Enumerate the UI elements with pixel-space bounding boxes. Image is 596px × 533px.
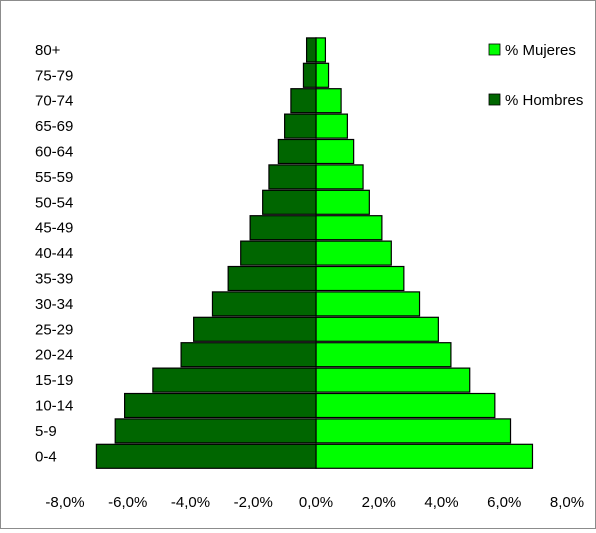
bar-hombres-70-74: [290, 88, 317, 114]
legend-label: % Hombres: [505, 92, 583, 109]
bar-hombres-25-29: [193, 316, 317, 342]
y-tick-label: 60-64: [35, 144, 73, 161]
y-tick-label: 55-59: [35, 169, 73, 186]
bar-mujeres-80+: [315, 37, 327, 63]
bar-hombres-0-4: [95, 443, 317, 469]
bar-hombres-65-69: [284, 113, 317, 139]
bar-hombres-80+: [305, 37, 317, 63]
bar-mujeres-60-64: [315, 138, 355, 165]
x-tick-label: 2,0%: [362, 494, 396, 511]
bar-hombres-5-9: [114, 418, 317, 444]
y-tick-label: 0-4: [35, 448, 57, 465]
bar-hombres-60-64: [277, 138, 317, 165]
y-tick-label: 70-74: [35, 93, 73, 110]
bar-mujeres-0-4: [315, 443, 534, 469]
y-tick-label: 50-54: [35, 194, 73, 211]
y-tick-label: 80+: [35, 42, 61, 59]
y-tick-label: 75-79: [35, 67, 73, 84]
bar-mujeres-45-49: [315, 215, 383, 241]
bar-hombres-20-24: [180, 342, 317, 368]
bar-mujeres-50-54: [315, 189, 370, 215]
bar-hombres-35-39: [227, 265, 317, 292]
bar-mujeres-10-14: [315, 392, 496, 419]
bars-group: [95, 37, 534, 469]
y-tick-label: 45-49: [35, 220, 73, 237]
bar-mujeres-35-39: [315, 265, 405, 292]
x-tick-label: -6,0%: [108, 494, 147, 511]
legend-swatch: [488, 93, 501, 106]
bar-mujeres-30-34: [315, 291, 421, 317]
bar-mujeres-15-19: [315, 367, 471, 393]
x-axis-tick-labels: -8,0% -6,0% -4,0% -2,0% 0,0% 2,0% 4,0% 6,0% 8,0%: [45, 494, 584, 511]
y-tick-label: 35-39: [35, 271, 73, 288]
x-tick-label: 8,0%: [550, 494, 584, 511]
x-tick-label: 4,0%: [424, 494, 458, 511]
y-tick-label: 40-44: [35, 245, 73, 262]
y-tick-label: 20-24: [35, 347, 73, 364]
x-tick-label: -2,0%: [234, 494, 273, 511]
y-tick-label: 65-69: [35, 118, 73, 135]
bar-mujeres-40-44: [315, 240, 392, 266]
legend-swatch: [488, 43, 501, 56]
y-tick-label: 5-9: [35, 423, 57, 440]
bar-mujeres-65-69: [315, 113, 348, 139]
bar-mujeres-25-29: [315, 316, 439, 342]
y-tick-label: 10-14: [35, 398, 73, 415]
y-tick-label: 30-34: [35, 296, 73, 313]
bar-hombres-45-49: [249, 215, 317, 241]
bar-mujeres-20-24: [315, 342, 452, 368]
y-axis-tick-labels: 0-4 5-9 10-14 15-19 20-24 25-29 30-34 35-39 40-4…: [35, 42, 73, 465]
bar-hombres-75-79: [302, 62, 317, 88]
legend-label: % Mujeres: [505, 42, 576, 59]
bar-mujeres-75-79: [315, 62, 330, 88]
bar-hombres-10-14: [124, 392, 317, 419]
bar-hombres-50-54: [262, 189, 317, 215]
bar-hombres-40-44: [240, 240, 317, 266]
bar-hombres-30-34: [211, 291, 317, 317]
bar-mujeres-55-59: [315, 164, 364, 190]
x-tick-label: -4,0%: [171, 494, 210, 511]
bar-mujeres-70-74: [315, 88, 342, 114]
bar-hombres-15-19: [152, 367, 317, 393]
x-tick-label: 0,0%: [299, 494, 333, 511]
x-tick-label: -8,0%: [45, 494, 84, 511]
y-tick-label: 25-29: [35, 321, 73, 338]
y-tick-label: 15-19: [35, 372, 73, 389]
legend: % Mujeres % Hombres: [488, 42, 583, 109]
bar-hombres-55-59: [268, 164, 317, 190]
x-tick-label: 6,0%: [487, 494, 521, 511]
bar-mujeres-5-9: [315, 418, 512, 444]
